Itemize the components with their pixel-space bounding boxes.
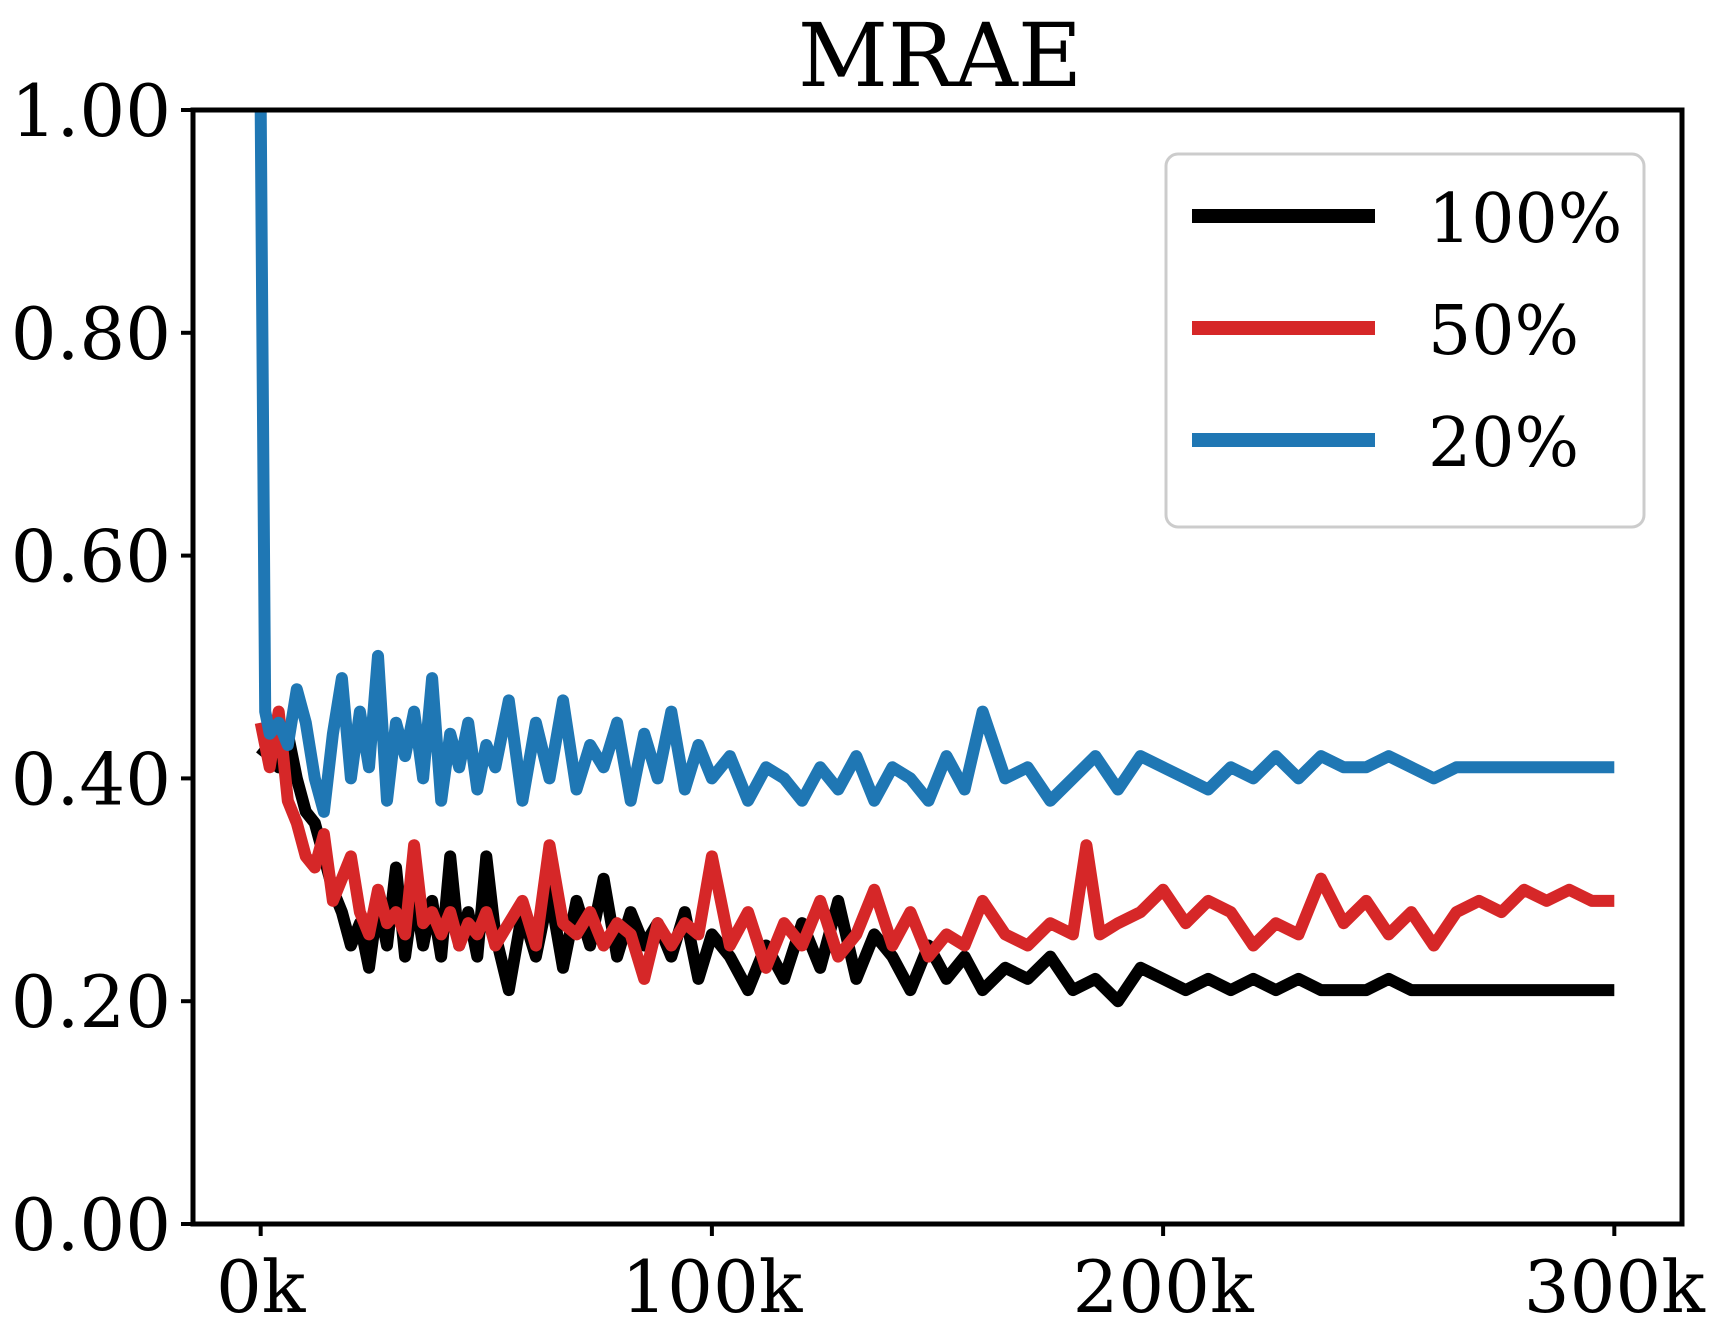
legend-label: 20% [1428, 404, 1579, 483]
chart-title: MRAE [798, 4, 1082, 107]
y-tick-label: 1.00 [11, 69, 171, 153]
x-tick-label: 200k [1073, 1245, 1255, 1329]
y-tick-label: 0.80 [11, 292, 171, 376]
plot-frame [190, 107, 1685, 1227]
series-layer [254, 109, 1615, 1008]
y-tick-label: 0.20 [11, 960, 171, 1044]
x-tick-label: 300k [1524, 1245, 1706, 1329]
series-line-20pct [254, 109, 1615, 818]
series-line-50pct [254, 705, 1615, 985]
y-tick-label: 0.00 [11, 1183, 171, 1267]
y-axis: 0.00 0.20 0.40 0.60 0.80 1.00 [11, 69, 193, 1267]
legend-label: 50% [1428, 292, 1579, 371]
y-tick-label: 0.60 [11, 515, 171, 599]
x-axis: 0k 100k 200k 300k [216, 1224, 1706, 1329]
series-line-100pct [256, 727, 1615, 1008]
x-tick-label: 100k [621, 1245, 803, 1329]
x-tick-label: 0k [216, 1245, 307, 1329]
y-tick-label: 0.40 [11, 737, 171, 821]
legend: 100% 50% 20% [1164, 152, 1646, 529]
legend-label: 100% [1428, 180, 1622, 259]
